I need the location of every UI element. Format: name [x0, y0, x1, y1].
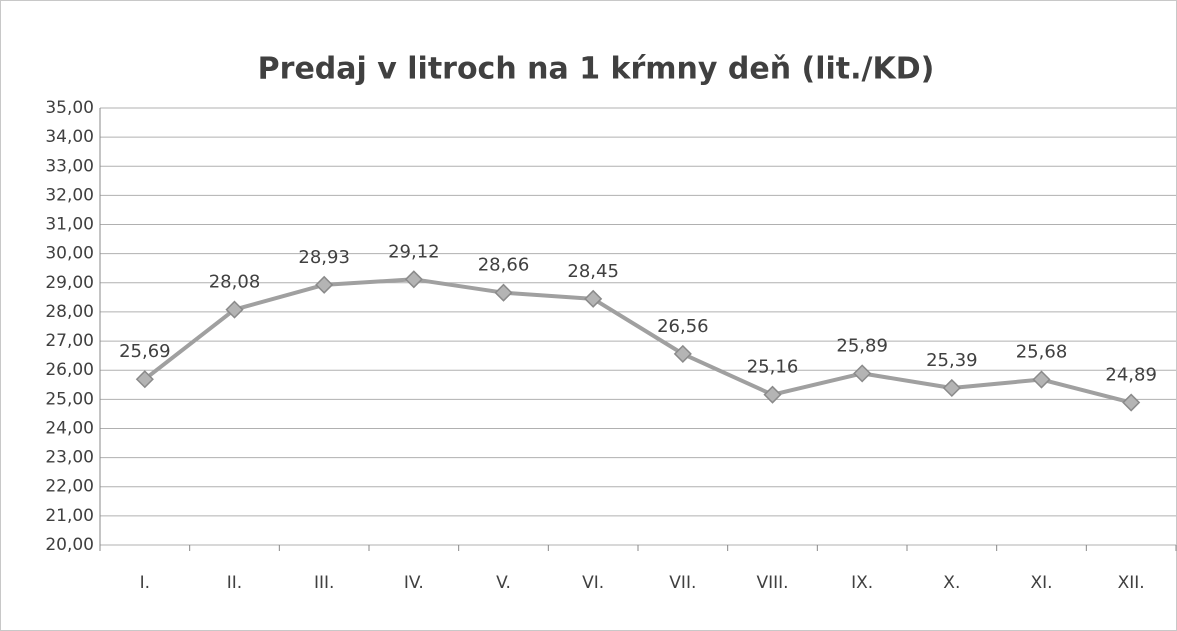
data-label: 24,89	[1105, 365, 1157, 386]
y-tick-label: 28,00	[45, 302, 94, 322]
marker	[404, 270, 423, 289]
y-tick-label: 21,00	[45, 506, 94, 526]
data-label: 28,45	[567, 261, 619, 282]
x-tick-label: III.	[314, 573, 334, 593]
marker	[1032, 370, 1051, 389]
y-tick-label: 24,00	[45, 418, 94, 438]
x-tick-label: V.	[496, 573, 511, 593]
marker	[853, 364, 872, 383]
marker	[763, 385, 782, 404]
x-tick-label: II.	[227, 573, 242, 593]
marker	[494, 283, 513, 302]
y-tick-label: 20,00	[45, 535, 94, 555]
marker	[584, 289, 603, 308]
chart-title: Predaj v litroch na 1 kŕmny deň (lit./KD…	[258, 52, 935, 87]
x-tick-label: VI.	[582, 573, 604, 593]
x-tick-label: XII.	[1118, 573, 1145, 593]
line	[143, 277, 1132, 405]
x-tick-label: X.	[943, 573, 960, 593]
y-tick-label: 33,00	[45, 156, 94, 176]
y-tick-label: 35,00	[45, 98, 94, 118]
x-tick-label: I.	[140, 573, 150, 593]
marker	[942, 378, 961, 398]
x-tick-label: VII.	[669, 573, 696, 593]
marker	[673, 344, 692, 363]
y-tick-label: 34,00	[45, 127, 94, 147]
y-tick-label: 23,00	[45, 448, 94, 468]
data-label: 25,39	[926, 350, 978, 371]
data-label: 26,56	[657, 316, 709, 337]
x-tick-label: XI.	[1030, 573, 1052, 593]
data-label: 28,93	[298, 247, 350, 268]
marker	[315, 275, 334, 294]
marker	[225, 300, 244, 319]
data-label: 28,66	[478, 255, 530, 276]
y-tick-label: 27,00	[45, 331, 94, 351]
data-label: 29,12	[388, 241, 440, 262]
y-tick-label: 30,00	[45, 244, 94, 264]
x-tick-label: IX.	[851, 573, 873, 593]
y-tick-label: 32,00	[45, 185, 94, 205]
marker	[1122, 393, 1141, 412]
y-tick-label: 25,00	[45, 389, 94, 409]
y-tick-label: 31,00	[45, 215, 94, 235]
data-label: 25,16	[747, 357, 799, 378]
y-tick-label: 26,00	[45, 360, 94, 380]
data-label: 28,08	[209, 272, 261, 293]
data-label: 25,69	[119, 341, 171, 362]
y-tick-label: 22,00	[45, 477, 94, 497]
data-label: 25,89	[836, 335, 888, 356]
y-tick-label: 29,00	[45, 273, 94, 293]
marker	[135, 370, 154, 389]
data-label: 25,68	[1016, 342, 1068, 363]
x-tick-label: VIII.	[756, 573, 788, 593]
x-tick-label: IV.	[404, 573, 424, 593]
